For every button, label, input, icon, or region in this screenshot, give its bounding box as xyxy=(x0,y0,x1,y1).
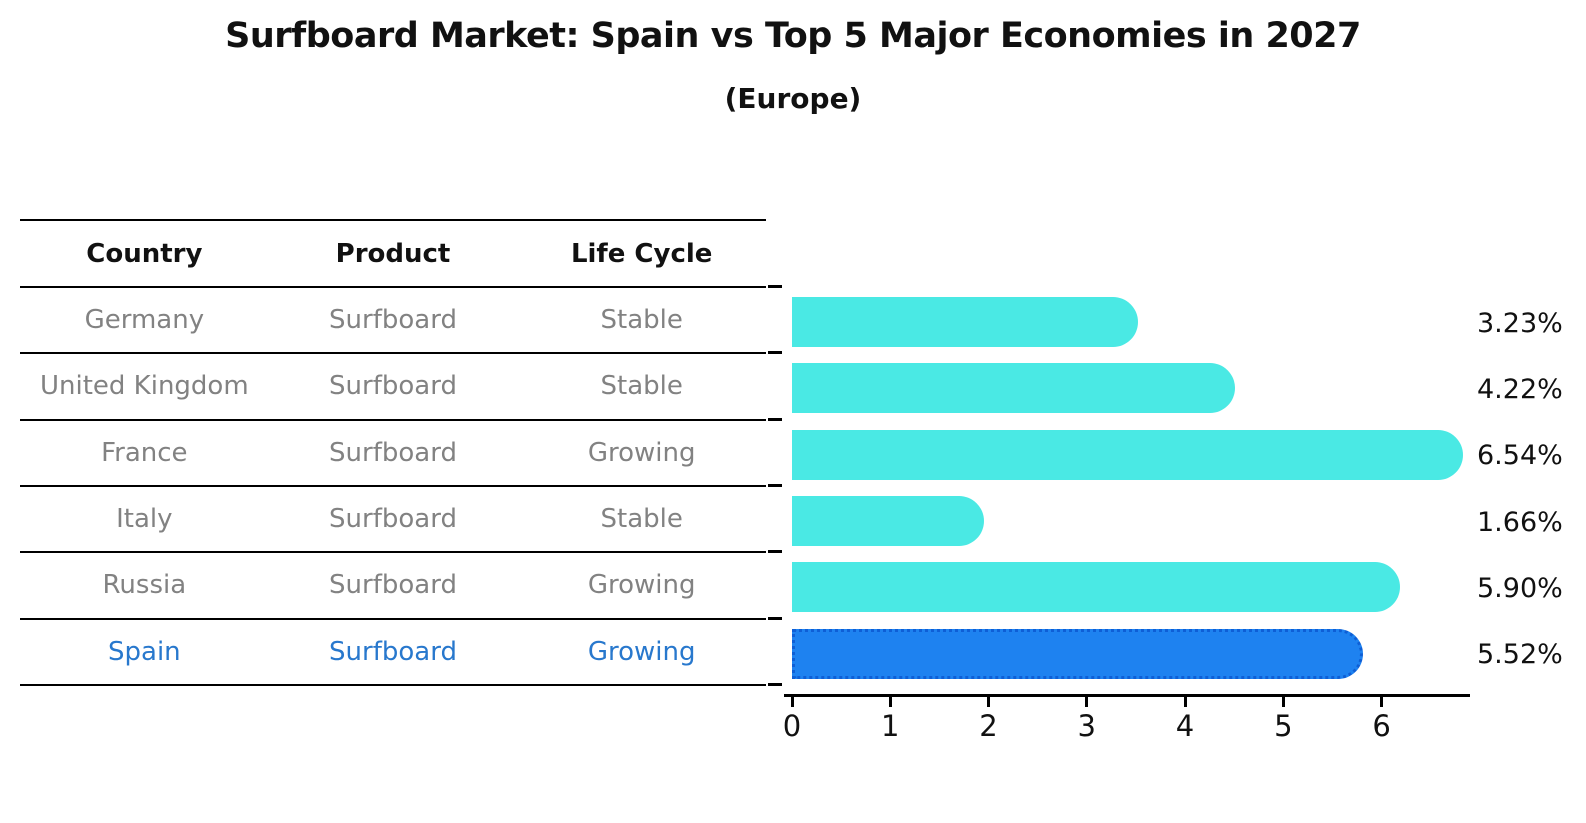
y-tick xyxy=(768,483,782,487)
chart-title: Surfboard Market: Spain vs Top 5 Major E… xyxy=(225,16,1361,56)
cell-country: Russia xyxy=(102,570,187,601)
column-header-lifecycle: Life Cycle xyxy=(570,238,713,269)
value-label-germany: 3.23% xyxy=(1477,307,1563,339)
table-row-spain: Spain Surfboard Growing xyxy=(20,620,766,686)
chart-subtitle: (Europe) xyxy=(724,82,862,115)
table-row-russia: Russia Surfboard Growing xyxy=(20,553,766,620)
x-tick-mark xyxy=(987,694,991,707)
y-tick xyxy=(768,549,782,553)
cell-life-cycle: Growing xyxy=(587,570,696,601)
x-tick-label: 3 xyxy=(1077,709,1096,743)
cell-life-cycle: Growing xyxy=(587,636,696,667)
x-tick-label: 6 xyxy=(1372,709,1391,743)
y-tick xyxy=(768,350,782,354)
cell-country: France xyxy=(101,437,188,468)
value-label-spain: 5.52% xyxy=(1477,639,1563,671)
cell-life-cycle: Stable xyxy=(600,305,683,336)
bar-spain xyxy=(792,628,1363,679)
x-tick-label: 5 xyxy=(1274,709,1293,743)
x-tick-mark xyxy=(1183,694,1187,707)
x-tick-label: 2 xyxy=(979,709,998,743)
value-label-italy: 1.66% xyxy=(1477,506,1563,538)
x-tick-mark xyxy=(1281,694,1285,707)
bar-russia xyxy=(792,562,1401,613)
cell-country: Italy xyxy=(116,504,173,535)
x-axis-ticks: 0 1 2 3 4 5 6 xyxy=(783,694,1470,754)
bar-france xyxy=(792,429,1464,480)
table-row-france: France Surfboard Growing xyxy=(20,421,766,487)
cell-life-cycle: Growing xyxy=(587,437,696,468)
x-tick-mark xyxy=(790,694,794,707)
cell-product: Surfboard xyxy=(329,371,457,402)
bar-italy xyxy=(792,496,984,547)
value-label-russia: 5.90% xyxy=(1477,572,1563,604)
value-label-united-kingdom: 4.22% xyxy=(1477,373,1563,405)
x-tick-mark xyxy=(1085,694,1089,707)
cell-country: Germany xyxy=(84,305,205,336)
bar-chart-area xyxy=(792,286,1470,684)
table-row-united-kingdom: United Kingdom Surfboard Stable xyxy=(20,354,766,421)
bar-germany xyxy=(792,297,1138,348)
x-axis-line xyxy=(784,694,1470,697)
cell-life-cycle: Stable xyxy=(600,504,683,535)
y-tick xyxy=(768,417,782,421)
x-tick-label: 4 xyxy=(1175,709,1195,743)
country-table: Country Product Life Cycle Germany Surfb… xyxy=(20,219,766,686)
x-tick-label: 0 xyxy=(782,709,802,743)
column-header-product: Product xyxy=(335,238,451,269)
y-tick xyxy=(768,682,782,686)
cell-product: Surfboard xyxy=(329,305,457,336)
cell-product: Surfboard xyxy=(329,504,457,535)
value-label-france: 6.54% xyxy=(1477,440,1563,472)
bar-united-kingdom xyxy=(792,363,1236,414)
y-axis-ticks xyxy=(768,284,782,686)
cell-product: Surfboard xyxy=(329,570,457,601)
cell-life-cycle: Stable xyxy=(600,371,683,402)
x-tick-mark xyxy=(888,694,892,707)
cell-product: Surfboard xyxy=(329,636,457,667)
table-header-row: Country Product Life Cycle xyxy=(20,221,766,288)
cell-country: Spain xyxy=(108,636,181,667)
table-row-italy: Italy Surfboard Stable xyxy=(20,487,766,554)
y-tick xyxy=(768,284,782,288)
y-tick xyxy=(768,616,782,620)
column-header-country: Country xyxy=(86,238,203,269)
x-tick-mark xyxy=(1380,694,1384,707)
x-tick-label: 1 xyxy=(881,709,900,743)
cell-country: United Kingdom xyxy=(39,371,249,402)
table-row-germany: Germany Surfboard Stable xyxy=(20,288,766,355)
value-labels: 3.23% 4.22% 6.54% 1.66% 5.90% 5.52% xyxy=(1477,290,1577,688)
cell-product: Surfboard xyxy=(329,437,457,468)
